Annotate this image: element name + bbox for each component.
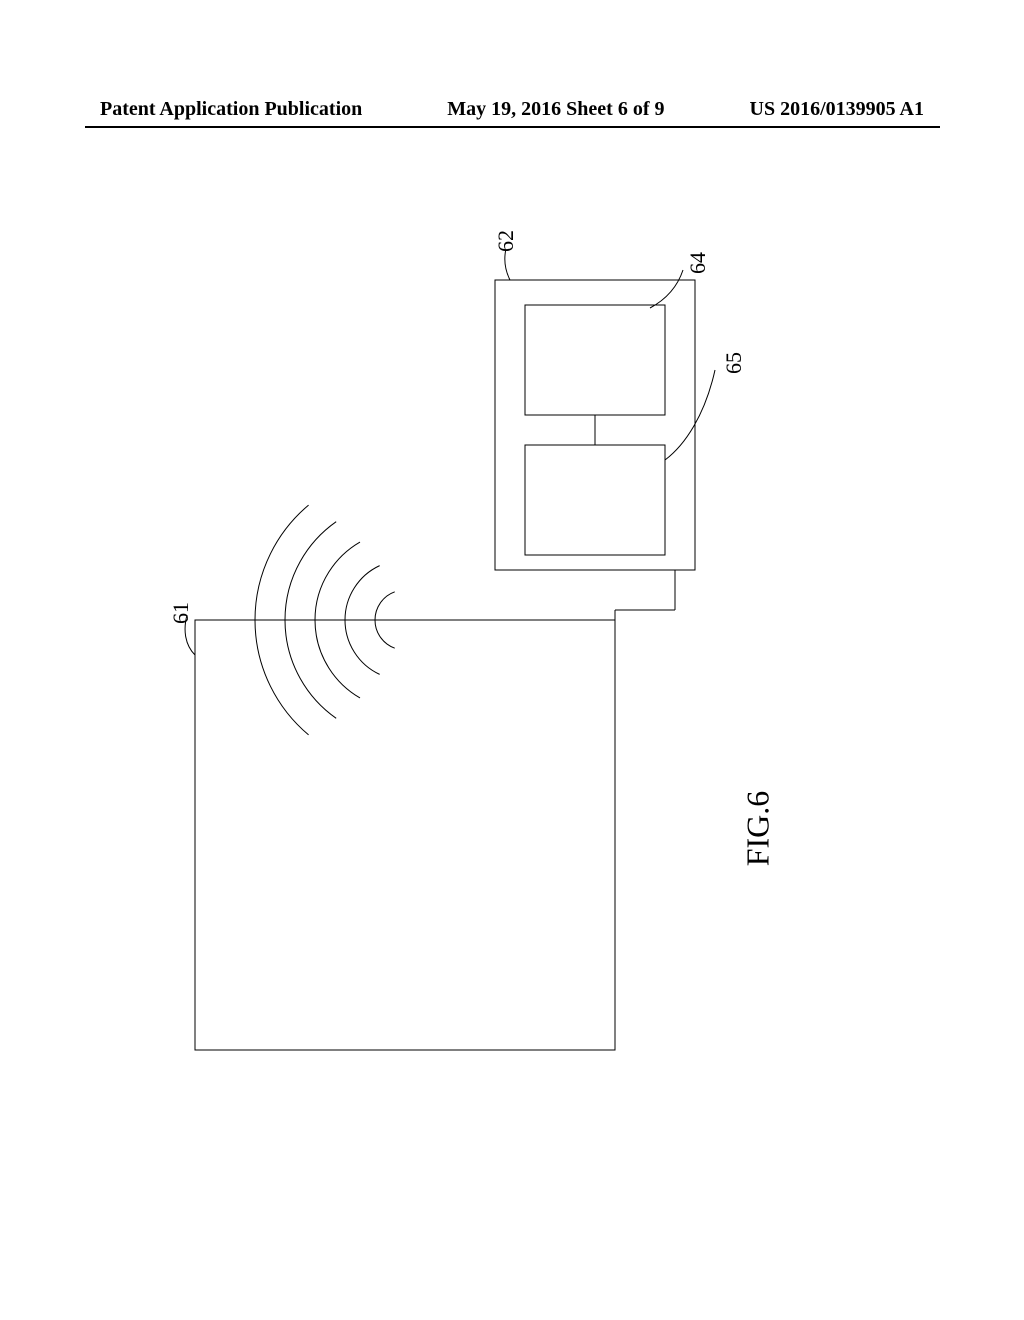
header-rule xyxy=(85,126,940,128)
ref-label-62: 62 xyxy=(493,230,519,252)
ref-label-61: 61 xyxy=(168,602,194,624)
header-date-sheet: May 19, 2016 Sheet 6 of 9 xyxy=(447,98,664,121)
figure-6-diagram: 61 62 64 65 FIG.6 xyxy=(175,250,855,1070)
figure-svg xyxy=(175,250,855,1070)
figure-caption: FIG.6 xyxy=(739,791,776,867)
header-doc-number: US 2016/0139905 A1 xyxy=(750,98,924,121)
page-header: Patent Application Publication May 19, 2… xyxy=(0,98,1024,121)
header-publication: Patent Application Publication xyxy=(100,98,362,121)
ref-label-64: 64 xyxy=(685,252,711,274)
ref-label-65: 65 xyxy=(721,352,747,374)
